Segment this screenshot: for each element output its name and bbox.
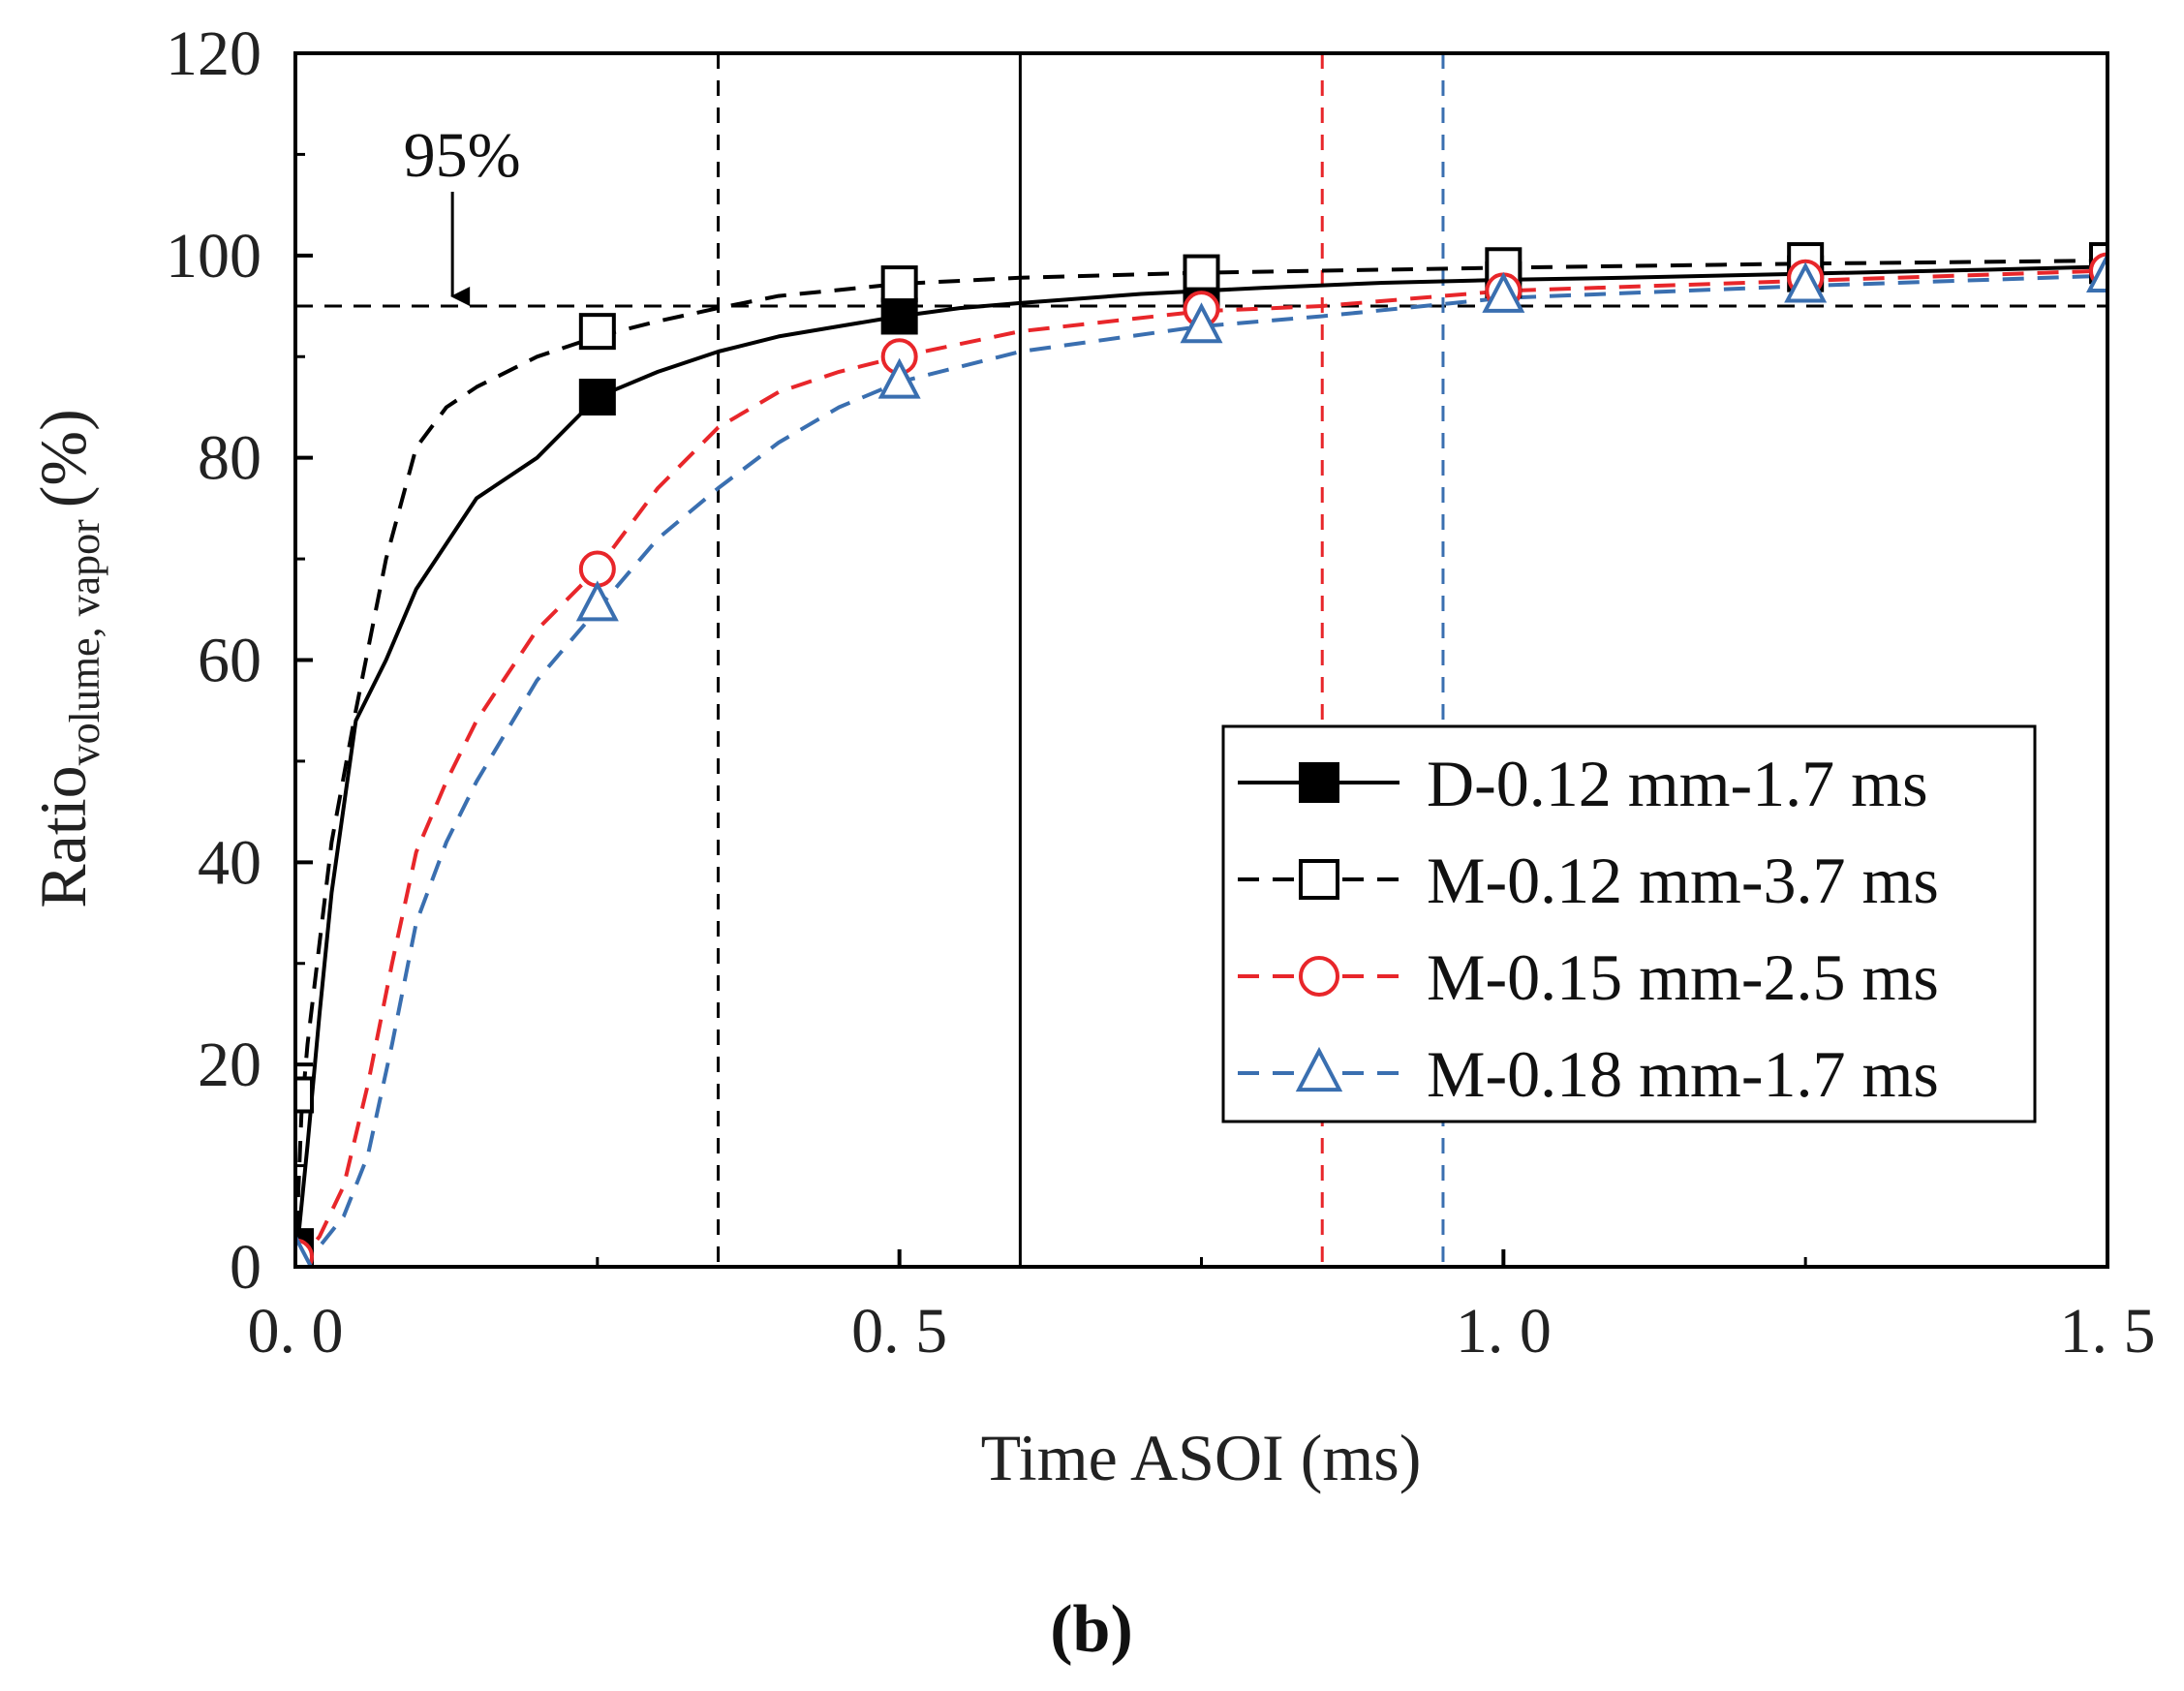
series-line-m-0-15-mm-2-5-ms <box>295 268 2107 1267</box>
y-tick-label: 0 <box>230 1232 261 1303</box>
data-point-d-0-12-mm-1-7-ms <box>880 297 918 335</box>
y-tick-label: 40 <box>198 827 261 898</box>
x-tick-label: 0. 5 <box>851 1296 947 1367</box>
legend-marker <box>1299 956 1339 997</box>
legend-marker <box>1295 1046 1343 1092</box>
y-tick-label: 100 <box>166 221 261 292</box>
data-point-m-0-18-mm-1-7-ms <box>1482 271 1525 313</box>
data-point-m-0-12-mm-3-7-ms <box>578 313 616 351</box>
legend-item-d-0-12-mm-1-7-ms: D-0.12 mm-1.7 ms <box>1238 747 1928 820</box>
reference-label-95: 95% <box>404 120 521 191</box>
legend-marker <box>1299 859 1339 900</box>
legend-box <box>1221 724 2037 1123</box>
panel-label: (b) <box>1050 1592 1133 1667</box>
y-tick-label: 120 <box>166 18 261 89</box>
y-tick-label: 20 <box>198 1030 261 1100</box>
legend-item-m-0-12-mm-3-7-ms: M-0.12 mm-3.7 ms <box>1238 844 1939 917</box>
series-markers <box>295 242 2107 1267</box>
legend-label: M-0.12 mm-3.7 ms <box>1427 844 1939 917</box>
data-point-m-0-18-mm-1-7-ms <box>1784 261 1828 303</box>
plot-area <box>295 53 2107 1267</box>
x-tick-label: 0. 0 <box>248 1296 344 1367</box>
y-axis-title-subscript: volume, vapor <box>61 519 108 766</box>
y-tick-label: 80 <box>198 423 261 494</box>
x-axis-title: Time ASOI (ms) <box>981 1421 1422 1494</box>
data-point-m-0-18-mm-1-7-ms <box>295 1232 314 1267</box>
legend: D-0.12 mm-1.7 ms M-0.12 mm-3.7 ms M-0.15 m… <box>1221 724 2037 1123</box>
x-tick-label: 1. 5 <box>2060 1296 2156 1367</box>
data-point-m-0-18-mm-1-7-ms <box>575 580 619 622</box>
series-line-m-0-18-mm-1-7-ms <box>295 273 2107 1267</box>
data-point-m-0-12-mm-3-7-ms <box>295 1076 314 1114</box>
data-point-m-0-18-mm-1-7-ms <box>2085 252 2107 293</box>
legend-label: D-0.12 mm-1.7 ms <box>1427 747 1928 820</box>
data-point-m-0-12-mm-3-7-ms <box>1183 254 1220 292</box>
y-axis-title-unit: (%) <box>26 409 100 507</box>
data-point-d-0-12-mm-1-7-ms <box>578 379 616 416</box>
legend-item-m-0-18-mm-1-7-ms: M-0.18 mm-1.7 ms <box>1238 1037 1939 1111</box>
data-point-m-0-18-mm-1-7-ms <box>877 357 921 399</box>
legend-marker <box>1299 762 1339 803</box>
y-axis-title-main: Ratio <box>26 765 100 907</box>
legend-label: M-0.15 mm-2.5 ms <box>1427 940 1939 1014</box>
y-axis-title: Ratiovolume, vapor (%) <box>26 409 108 907</box>
data-point-m-0-18-mm-1-7-ms <box>1180 302 1223 344</box>
axis-ticks: 0. 0 0. 5 1. 0 1. 5 0 20 40 60 80 100 120 <box>166 18 2156 1367</box>
legend-item-m-0-15-mm-2-5-ms: M-0.15 mm-2.5 ms <box>1238 940 1939 1014</box>
data-point-m-0-12-mm-3-7-ms <box>880 265 918 303</box>
legend-label: M-0.18 mm-1.7 ms <box>1427 1037 1939 1111</box>
series-line-m-0-12-mm-3-7-ms <box>295 259 2107 1267</box>
x-tick-label: 1. 0 <box>1456 1296 1552 1367</box>
y-tick-label: 60 <box>198 626 261 696</box>
